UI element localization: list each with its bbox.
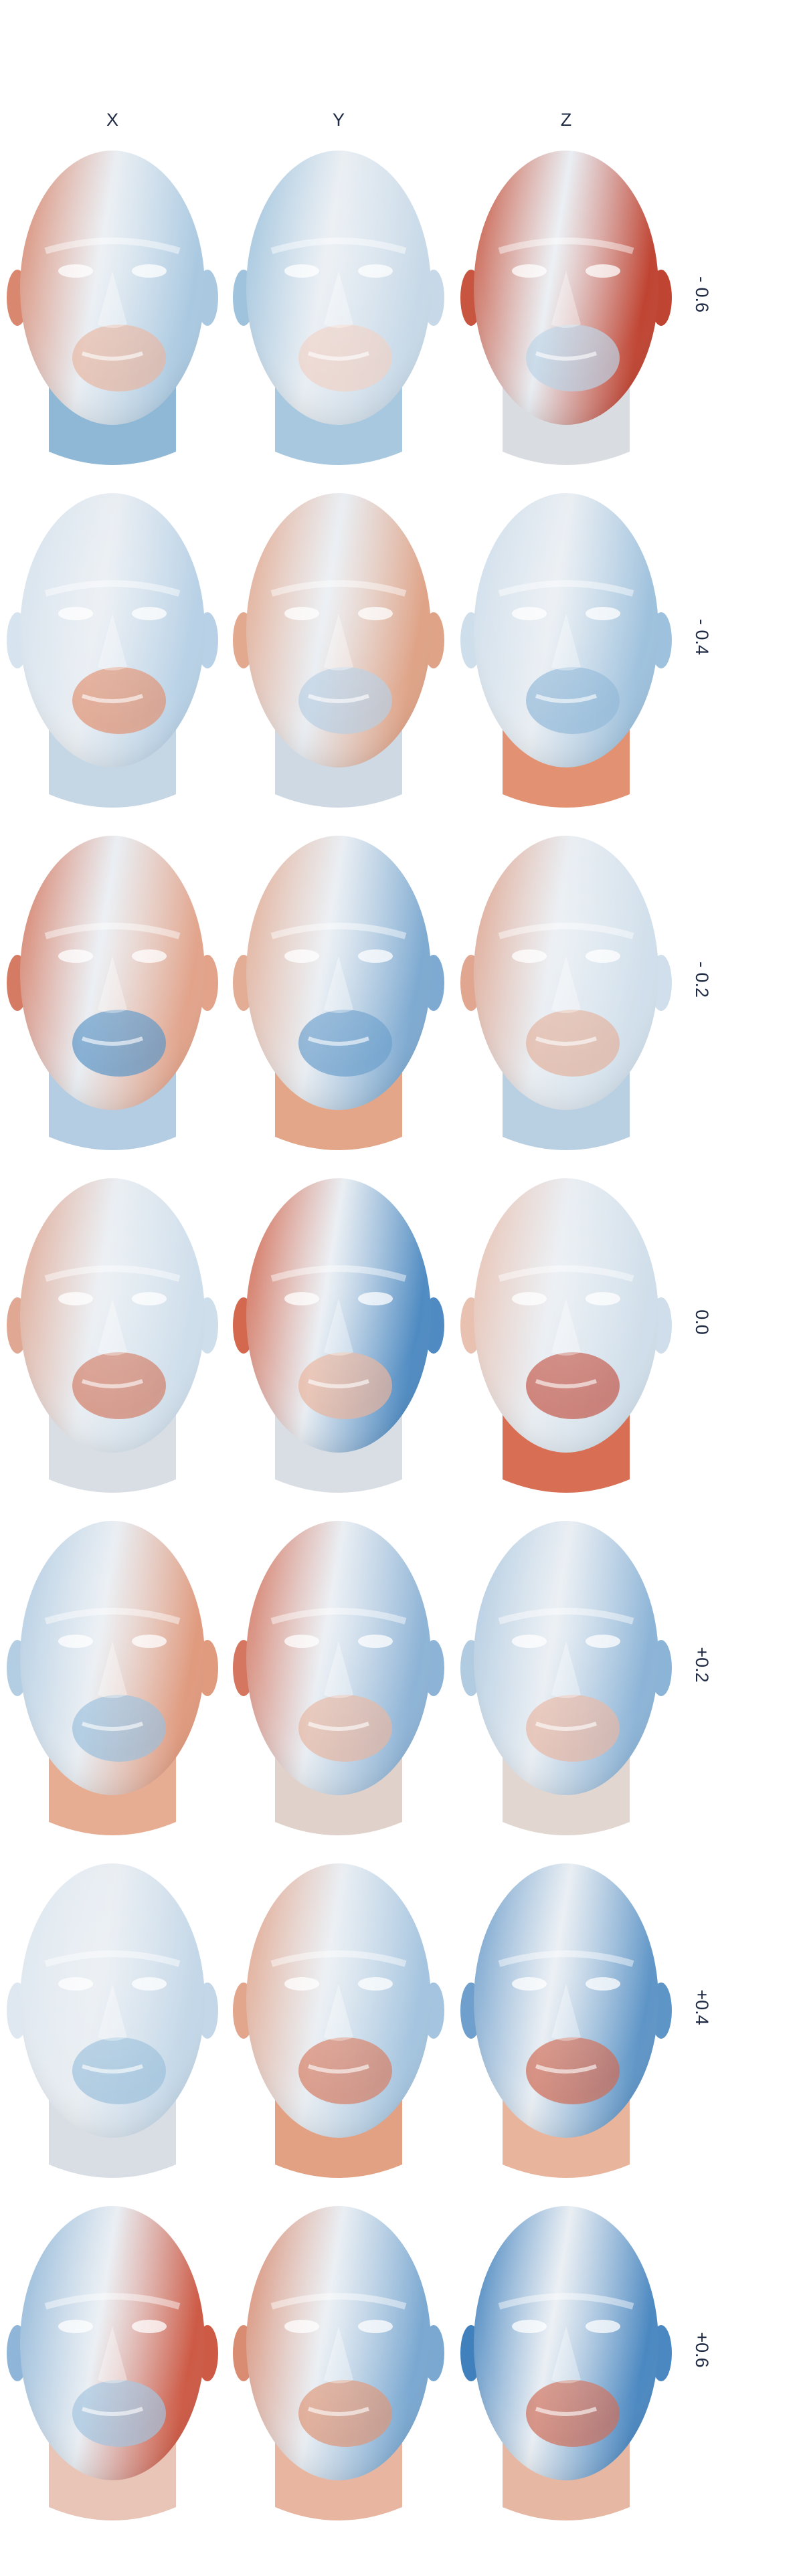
head-shading	[20, 151, 205, 425]
face-x-row-2	[7, 493, 218, 808]
face-x-row-4	[7, 1178, 218, 1493]
head-shading	[246, 1178, 431, 1453]
face-x-row-3	[7, 836, 218, 1150]
face-z-row-3	[460, 836, 672, 1150]
head-shading	[20, 1863, 205, 2138]
head-shading	[20, 2206, 205, 2480]
face-y-row-1	[233, 151, 444, 465]
face-z-row-7	[460, 2206, 672, 2520]
face-y-row-5	[233, 1521, 444, 1835]
face-z-row-4	[460, 1178, 672, 1493]
face-z-row-6	[460, 1863, 672, 2178]
head-shading	[246, 151, 431, 425]
head-shading	[474, 151, 658, 425]
head-shading	[246, 493, 431, 767]
head-shading	[474, 493, 658, 767]
row-label: - 0.2	[692, 961, 712, 998]
head-shading	[20, 836, 205, 1110]
row-label: 0.0	[692, 1309, 712, 1335]
head-shading	[474, 836, 658, 1110]
column-header-z: Z	[561, 110, 572, 130]
face-x-row-6	[7, 1863, 218, 2178]
face-y-row-4	[233, 1178, 444, 1493]
face-y-row-6	[233, 1863, 444, 2178]
face-z-row-1	[460, 151, 672, 465]
head-shading	[20, 493, 205, 767]
head-shading	[246, 1863, 431, 2138]
row-label: - 0.6	[692, 276, 712, 312]
row-label: +0.2	[692, 1647, 712, 1682]
head-shading	[246, 1521, 431, 1795]
column-header-x: X	[106, 110, 118, 130]
row-label: +0.4	[692, 1989, 712, 2025]
head-shading	[20, 1178, 205, 1453]
face-y-row-3	[233, 836, 444, 1150]
face-x-row-5	[7, 1521, 218, 1835]
face-x-row-7	[7, 2206, 218, 2520]
head-shading	[474, 2206, 658, 2480]
head-shading	[474, 1521, 658, 1795]
row-label: +0.6	[692, 2332, 712, 2367]
face-z-row-2	[460, 493, 672, 808]
face-z-row-5	[460, 1521, 672, 1835]
head-shading	[246, 836, 431, 1110]
column-header-y: Y	[333, 110, 345, 130]
face-y-row-7	[233, 2206, 444, 2520]
face-x-row-1	[7, 151, 218, 465]
head-shading	[474, 1863, 658, 2138]
head-shading	[20, 1521, 205, 1795]
head-shading	[246, 2206, 431, 2480]
row-label: - 0.4	[692, 619, 712, 655]
head-shading	[474, 1178, 658, 1453]
face-y-row-2	[233, 493, 444, 808]
